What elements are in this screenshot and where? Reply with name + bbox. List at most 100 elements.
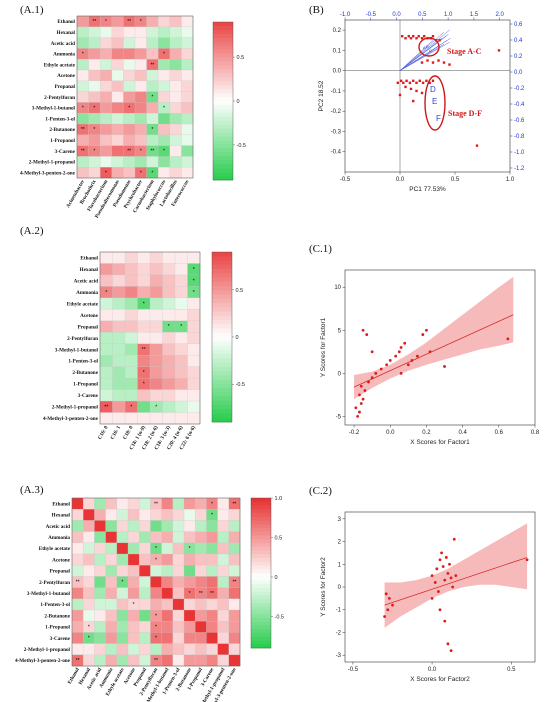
colorbar-segment (213, 148, 233, 153)
heatmap-cell (195, 610, 207, 622)
heatmap-cell (181, 80, 194, 92)
heatmap-cell (161, 509, 173, 521)
stage-annotation: C (429, 48, 432, 53)
heatmap-cell (206, 598, 218, 611)
heatmap-cell (228, 542, 241, 555)
significance-marker: * (93, 127, 95, 133)
data-point (365, 333, 369, 336)
colorbar-segment (213, 136, 233, 141)
heatmap-cell (139, 643, 151, 655)
heatmap-cell (128, 621, 140, 633)
colorbar-segment (212, 324, 232, 329)
heatmap-cell (77, 134, 89, 146)
heatmap-cell (72, 610, 84, 622)
colorbar-segment (251, 633, 271, 638)
top-tick-label: -0.5 (366, 12, 377, 18)
significance-marker: ** (154, 658, 158, 664)
heatmap-cell (116, 498, 129, 510)
colorbar-segment (213, 69, 233, 74)
colorbar-segment (212, 281, 232, 287)
colorbar-segment (212, 311, 232, 317)
heatmap-cell (162, 401, 176, 413)
row-label: Acetic acid (51, 41, 75, 47)
heatmap-cell (228, 509, 241, 521)
colorbar-segment (213, 37, 233, 43)
significance-marker: * (151, 127, 153, 133)
heatmap-cell (158, 16, 170, 27)
y-axis-label: Y Scores for Factor1 (320, 317, 327, 377)
heatmap-cell (162, 309, 176, 321)
heatmap-cell (217, 520, 229, 532)
heatmap-cell (88, 48, 101, 60)
score-point (423, 35, 426, 38)
heatmap-cell (161, 643, 173, 655)
heatmap-cell (88, 167, 101, 179)
heatmap-cell (150, 509, 162, 521)
row-label: Ethanol (57, 19, 75, 25)
y-tick-label: -2 (336, 630, 342, 636)
colorbar-segment (212, 371, 232, 376)
heatmap-cell (135, 156, 147, 168)
heatmap-cell (125, 286, 138, 299)
row-label: Ethyle acetate (67, 301, 99, 307)
heatmap-cell (100, 263, 113, 276)
heatmap-cell (172, 565, 185, 577)
heatmap-cell (175, 286, 188, 299)
heatmap-cell (195, 554, 207, 566)
heatmap-cell (187, 309, 201, 321)
heatmap-cell (169, 16, 182, 27)
score-point (398, 93, 402, 97)
row-label: 2-Butanone (44, 613, 70, 619)
heatmap-cell (112, 378, 126, 390)
heatmap-cell (181, 102, 194, 114)
heatmap-cell (172, 643, 185, 655)
colorbar-segment (212, 303, 232, 308)
heatmap-cell (123, 134, 136, 146)
data-point (446, 642, 450, 646)
significance-marker: ** (232, 580, 236, 586)
heatmap-cell (83, 654, 95, 667)
row-label: 1-Propanol (73, 382, 98, 388)
score-point (431, 61, 435, 64)
colorbar-segment (212, 388, 232, 393)
right-tick-label: -0.6 (514, 118, 525, 124)
stage-annotation: D (430, 85, 436, 94)
heatmap-cell (135, 124, 147, 135)
heatmap-cell (128, 565, 140, 577)
heatmap-cell (112, 274, 126, 287)
significance-marker: * (189, 591, 191, 597)
heatmap-cell (206, 610, 218, 622)
colorbar-segment (212, 269, 232, 274)
colorbar-tick-label: 0.5 (275, 535, 283, 541)
row-label: 3-Carene (55, 149, 76, 155)
heatmap-cell (195, 498, 207, 510)
row-label: Acetone (52, 557, 71, 563)
heatmap-cell (146, 16, 159, 27)
x-tick-label: 0.0 (386, 430, 395, 436)
heatmap-cell (100, 102, 112, 114)
heatmap-cell (105, 610, 117, 622)
x-tick-label: 0.4 (458, 430, 467, 436)
heatmap-cell (228, 610, 241, 622)
heatmap-cell (187, 332, 201, 344)
heatmap-cell (150, 355, 163, 367)
heatmap-cell (150, 412, 163, 425)
heatmap-cell (100, 366, 113, 379)
heatmap-cell (105, 576, 117, 588)
heatmap-cell (88, 70, 101, 81)
significance-marker: * (105, 19, 107, 25)
colorbar-segment (251, 591, 271, 596)
heatmap-cell (150, 598, 162, 611)
data-point (446, 571, 450, 575)
heatmap-cell (72, 632, 84, 644)
colorbar-segment (213, 152, 233, 157)
heatmap-cell (128, 587, 140, 599)
heatmap-cell (137, 389, 151, 402)
colorbar-segment (251, 625, 271, 630)
stage-annotation: Stage D-F (448, 109, 482, 118)
heatmap-cell (116, 654, 129, 667)
colorbar-segment (212, 294, 232, 300)
heatmap-cell (139, 621, 151, 633)
heatmap-cell (184, 565, 196, 577)
heatmap-cell (116, 576, 129, 588)
